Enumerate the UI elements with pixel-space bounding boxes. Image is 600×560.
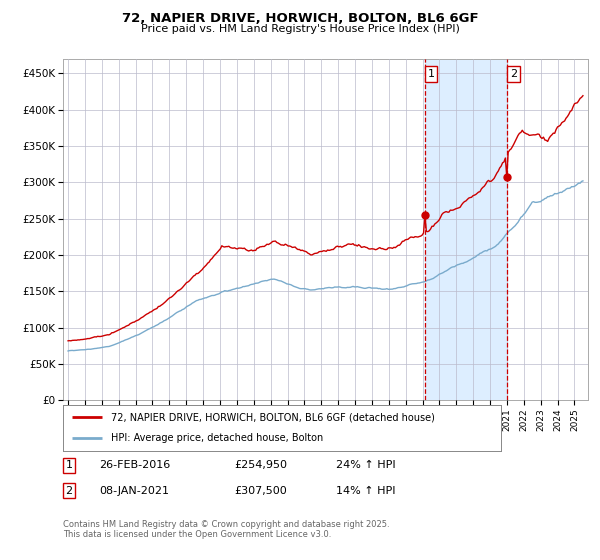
Text: 24% ↑ HPI: 24% ↑ HPI — [336, 460, 395, 470]
Text: 08-JAN-2021: 08-JAN-2021 — [99, 486, 169, 496]
Text: 72, NAPIER DRIVE, HORWICH, BOLTON, BL6 6GF: 72, NAPIER DRIVE, HORWICH, BOLTON, BL6 6… — [122, 12, 478, 25]
Text: 14% ↑ HPI: 14% ↑ HPI — [336, 486, 395, 496]
Text: 1: 1 — [65, 460, 73, 470]
Text: 2: 2 — [509, 69, 517, 79]
Bar — [425, 59, 508, 400]
Text: £307,500: £307,500 — [234, 486, 287, 496]
Text: 1: 1 — [428, 69, 434, 79]
Text: Contains HM Land Registry data © Crown copyright and database right 2025.
This d: Contains HM Land Registry data © Crown c… — [63, 520, 389, 539]
Text: £254,950: £254,950 — [234, 460, 287, 470]
Text: 2: 2 — [65, 486, 73, 496]
Text: Price paid vs. HM Land Registry's House Price Index (HPI): Price paid vs. HM Land Registry's House … — [140, 24, 460, 34]
Text: HPI: Average price, detached house, Bolton: HPI: Average price, detached house, Bolt… — [111, 433, 323, 444]
Text: 26-FEB-2016: 26-FEB-2016 — [99, 460, 170, 470]
Text: 72, NAPIER DRIVE, HORWICH, BOLTON, BL6 6GF (detached house): 72, NAPIER DRIVE, HORWICH, BOLTON, BL6 6… — [111, 412, 435, 422]
